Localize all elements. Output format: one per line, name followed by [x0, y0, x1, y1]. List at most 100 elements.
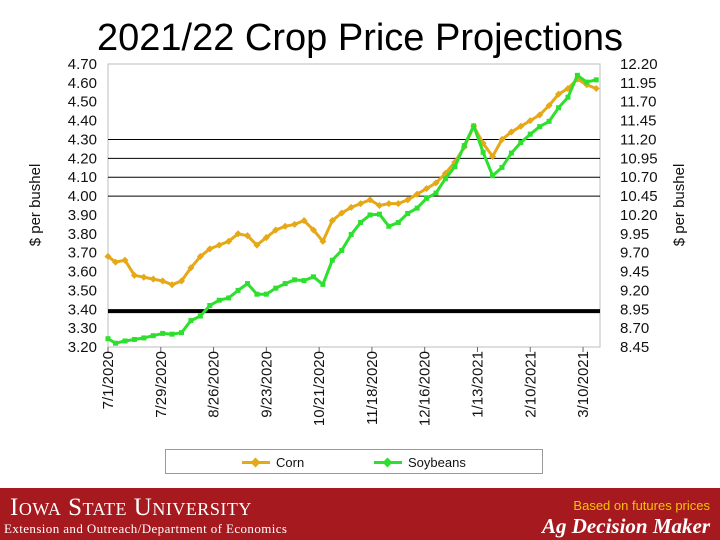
data-point-soybeans [499, 164, 505, 170]
y-tick-label-left: 4.70 [68, 56, 97, 73]
data-point-soybeans [113, 340, 119, 346]
x-tick-label: 2/10/2021 [522, 351, 539, 418]
data-point-soybeans [207, 302, 213, 308]
data-point-soybeans [292, 277, 298, 283]
data-point-soybeans [405, 210, 411, 216]
data-point-soybeans [122, 338, 128, 344]
data-point-soybeans [508, 150, 514, 156]
data-point-corn [489, 152, 497, 160]
data-point-soybeans [584, 79, 590, 85]
data-point-soybeans [480, 149, 486, 155]
data-point-soybeans [452, 164, 458, 170]
data-point-soybeans [188, 318, 194, 324]
y-tick-label-right: 10.45 [620, 188, 658, 205]
y-tick-label-right: 9.45 [620, 264, 649, 281]
data-point-soybeans [310, 274, 316, 280]
y-tick-label-right: 9.70 [620, 245, 649, 262]
data-point-soybeans [254, 291, 260, 297]
data-point-corn [536, 111, 544, 119]
data-point-corn [215, 241, 223, 249]
y-tick-label-left: 3.90 [68, 207, 97, 224]
data-point-corn [554, 90, 563, 98]
slide-title: 2021/22 Crop Price Projections [97, 17, 623, 59]
footer-note: Based on futures prices [573, 498, 710, 513]
data-point-corn [413, 190, 421, 198]
y-tick-label-right: 11.20 [620, 131, 656, 148]
x-tick-label: 3/10/2021 [575, 351, 592, 418]
data-point-soybeans [141, 335, 147, 341]
footer-subtitle: Extension and Outreach/Department of Eco… [4, 521, 288, 536]
data-point-corn [140, 273, 148, 281]
data-point-corn [338, 209, 346, 217]
data-point-corn [517, 122, 525, 130]
y-tick-label-left: 3.80 [68, 226, 97, 243]
y-tick-label-right: 9.20 [620, 282, 649, 299]
chart-legend: Corn Soybeans [165, 449, 543, 474]
legend-swatch-soybeans [374, 460, 402, 464]
data-point-corn [347, 203, 355, 211]
data-point-soybeans [179, 330, 185, 336]
data-point-corn [432, 179, 440, 187]
data-point-corn [328, 217, 336, 225]
data-point-soybeans [574, 72, 580, 78]
data-point-corn [121, 256, 129, 264]
data-point-soybeans [273, 285, 279, 291]
data-point-corn [309, 226, 318, 234]
data-point-corn [592, 84, 600, 93]
data-point-soybeans [556, 105, 562, 111]
data-point-corn [319, 237, 327, 245]
data-point-corn [177, 277, 186, 285]
data-point-soybeans [329, 257, 335, 263]
data-point-soybeans [348, 232, 354, 238]
x-tick-label: 10/21/2020 [311, 351, 328, 426]
data-point-corn [262, 234, 270, 242]
data-point-soybeans [367, 212, 373, 218]
price-chart: 4.70 4.60 4.50 4.404.30 4.20 4.10 4.00 3.90 3.80… [27, 56, 688, 426]
data-point-soybeans [160, 330, 166, 336]
data-point-soybeans [282, 281, 288, 287]
x-tick-label: 8/26/2020 [206, 351, 223, 418]
y-tick-label-left: 4.10 [68, 169, 97, 186]
series-line-corn [107, 77, 597, 287]
data-point-corn [130, 271, 138, 279]
data-point-soybeans [263, 291, 269, 297]
data-point-corn [281, 222, 289, 230]
data-point-corn [104, 252, 112, 260]
legend-swatch-corn [242, 460, 270, 464]
y-tick-label-left: 3.40 [68, 301, 97, 318]
data-point-corn [291, 220, 299, 228]
y-tick-label-right: 8.70 [620, 320, 649, 337]
data-point-soybeans [518, 139, 524, 145]
data-point-corn [149, 275, 157, 283]
data-point-soybeans [150, 333, 156, 339]
data-point-soybeans [339, 247, 345, 253]
data-point-soybeans [537, 124, 543, 130]
data-point-corn [545, 101, 553, 110]
y-tick-label-right: 11.70 [620, 94, 656, 111]
y-tick-label-right: 11.95 [620, 75, 656, 92]
y-tick-label-right: 12.20 [620, 56, 658, 73]
data-point-soybeans [358, 219, 364, 225]
data-point-corn [272, 226, 280, 234]
x-tick-label: 11/18/2020 [364, 351, 381, 425]
y-tick-label-left: 4.50 [68, 94, 97, 111]
data-point-corn [112, 258, 120, 266]
legend-label-soybeans: Soybeans [408, 454, 466, 470]
data-point-corn [385, 200, 393, 208]
legend-item-soybeans: Soybeans [374, 454, 466, 470]
data-point-soybeans [301, 278, 307, 284]
y-tick-label-left: 3.20 [68, 339, 97, 356]
data-point-soybeans [490, 173, 496, 179]
y-tick-label-left: 4.60 [68, 75, 97, 92]
y-tick-label-right: 8.45 [620, 339, 649, 356]
data-point-soybeans [197, 313, 203, 319]
data-point-corn [206, 245, 214, 253]
data-point-soybeans [565, 94, 571, 100]
data-point-soybeans [131, 336, 137, 342]
data-point-soybeans [414, 205, 420, 211]
y-tick-label-right: 11.45 [620, 113, 656, 130]
data-point-corn [366, 196, 374, 204]
data-point-corn [404, 196, 412, 204]
x-tick-label: 12/16/2020 [417, 351, 434, 426]
y-tick-label-right: 10.95 [620, 150, 658, 167]
